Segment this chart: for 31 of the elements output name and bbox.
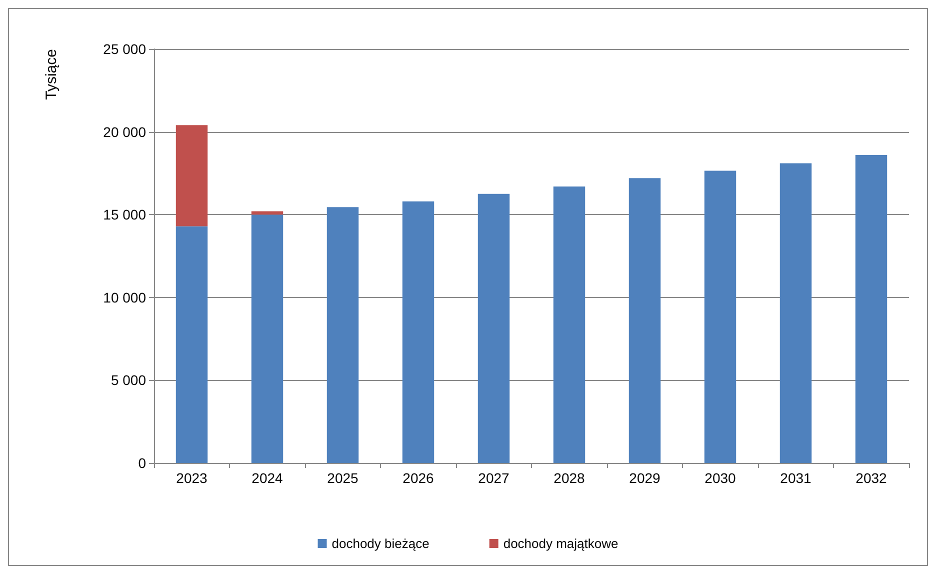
- bar: [704, 170, 736, 463]
- bar: [780, 163, 812, 463]
- bar: [628, 178, 661, 463]
- x-tick-label: 2024: [252, 470, 284, 486]
- legend-label: dochody majątkowe: [503, 536, 618, 551]
- bar: [855, 154, 888, 463]
- bar: [251, 214, 284, 463]
- legend-label: dochody bieżące: [332, 536, 430, 551]
- y-axis-title: Tysiące: [43, 49, 60, 100]
- bar: [251, 211, 284, 215]
- bar: [553, 186, 586, 463]
- y-tick-label: 25 000: [103, 41, 146, 57]
- x-tick-label: 2025: [327, 470, 359, 486]
- x-tick-label: 2032: [856, 470, 888, 486]
- bar: [326, 207, 359, 463]
- x-tick-label: 2030: [704, 470, 736, 486]
- x-tick-label: 2028: [554, 470, 586, 486]
- x-tick-label: 2023: [176, 470, 208, 486]
- bar: [176, 226, 208, 463]
- x-tick-label: 2027: [478, 470, 510, 486]
- x-tick-label: 2029: [629, 470, 661, 486]
- y-tick-label: 20 000: [103, 124, 146, 140]
- y-tick-label: 15 000: [103, 206, 146, 223]
- x-tick-label: 2031: [780, 470, 812, 486]
- bar: [176, 125, 208, 226]
- x-tick-label: 2026: [402, 470, 434, 486]
- bar: [402, 201, 434, 463]
- y-tick-label: 10 000: [103, 289, 146, 306]
- y-tick-label: 5 000: [110, 372, 146, 388]
- y-tick-label: 0: [138, 455, 146, 471]
- bar: [478, 194, 510, 463]
